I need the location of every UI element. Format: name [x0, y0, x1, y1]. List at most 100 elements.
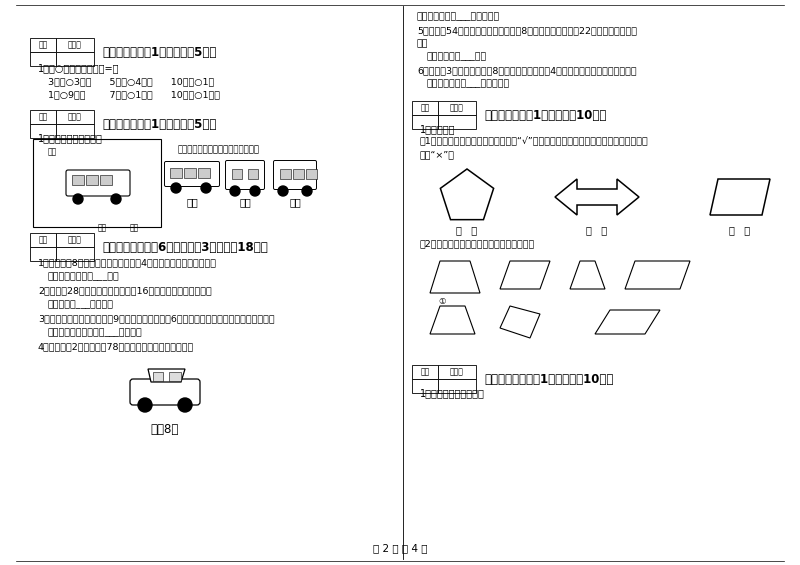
Polygon shape	[148, 369, 185, 382]
Text: 十、综合题（共1大题，共舉10分）: 十、综合题（共1大题，共舉10分）	[484, 109, 606, 122]
Text: 得分: 得分	[420, 103, 430, 112]
Text: 4、希望小学2年级有学生78人，至少需要租几辆面包车？: 4、希望小学2年级有学生78人，至少需要租几辆面包车？	[38, 342, 194, 351]
Text: 六、比一比（共1大题，共芈5分）: 六、比一比（共1大题，共芈5分）	[102, 46, 216, 59]
Text: （2）把此图形平移后得到的图形涂上颜色。: （2）把此图形平移后得到的图形涂上颜色。	[420, 239, 535, 248]
Bar	[30, 124, 56, 138]
Text: 小明: 小明	[289, 197, 301, 207]
Text: 答：至少需要租___辆面包车。: 答：至少需要租___辆面包车。	[417, 12, 500, 21]
Text: 答：爸爸比小明大___岁。: 答：爸爸比小明大___岁。	[48, 272, 120, 281]
Bar	[153, 372, 163, 381]
Circle shape	[111, 194, 121, 204]
Bar	[30, 38, 56, 52]
Bar	[438, 379, 476, 393]
Bar	[438, 365, 476, 379]
Bar	[30, 247, 56, 261]
Text: 1、小明今年8岁，爸爸的年龄是小明的4倍，爸爸比小明大多少岁？: 1、小明今年8岁，爸爸的年龄是小明的4倍，爸爸比小明大多少岁？	[38, 258, 217, 267]
Text: 评卷人: 评卷人	[450, 103, 464, 112]
Text: 1米○9分米        7毫米○1分米      10厘米○1分米: 1米○9分米 7毫米○1分米 10厘米○1分米	[48, 90, 220, 99]
Circle shape	[250, 186, 260, 196]
Bar	[412, 365, 438, 379]
Polygon shape	[440, 169, 494, 220]
Text: 七、连一连（共1大题，共芈5分）: 七、连一连（共1大题，共芈5分）	[102, 118, 216, 131]
Bar	[412, 115, 438, 129]
Bar	[33, 139, 161, 227]
Bar	[438, 101, 476, 115]
FancyBboxPatch shape	[66, 170, 130, 196]
Bar	[248, 169, 258, 179]
Circle shape	[302, 186, 312, 196]
Bar	[184, 168, 196, 178]
Text: 6、学校久3盒乓乓球，每盒8个，平均发给二年级4个班，每个班分得几个乓乓球？: 6、学校久3盒乓乓球，每盒8个，平均发给二年级4个班，每个班分得几个乓乓球？	[417, 66, 637, 75]
Bar	[56, 110, 94, 124]
Text: 小红: 小红	[186, 197, 198, 207]
Text: 评卷人: 评卷人	[68, 112, 82, 121]
Text: 答：我们全家一共摘了___个玉米。: 答：我们全家一共摘了___个玉米。	[48, 328, 142, 337]
Text: 小红: 小红	[48, 147, 58, 156]
Bar	[232, 169, 242, 179]
Bar	[280, 169, 291, 179]
Bar	[438, 115, 476, 129]
Circle shape	[171, 183, 181, 193]
FancyBboxPatch shape	[165, 162, 219, 186]
FancyBboxPatch shape	[130, 379, 200, 405]
Polygon shape	[595, 310, 660, 334]
Text: 请你连一连，下面分别是谁看到的？: 请你连一连，下面分别是谁看到的？	[178, 145, 260, 154]
Bar	[412, 379, 438, 393]
Text: 3、爸爸、婈婈和我分别摘了9个玉米，小弟弟摘了6个，问我们全家一共摘了多少个玉米？: 3、爸爸、婈婈和我分别摘了9个玉米，小弟弟摘了6个，问我们全家一共摘了多少个玉米…	[38, 314, 274, 323]
Polygon shape	[570, 261, 605, 289]
Text: 1、根据图片信息解题。: 1、根据图片信息解题。	[420, 388, 485, 398]
Text: 答：小青有___张照片。: 答：小青有___张照片。	[48, 300, 114, 309]
Text: 1、观察物体，连一连。: 1、观察物体，连一连。	[38, 133, 103, 143]
Text: 3厘米○3分米      5毫米○4厘米      10厘米○1米: 3厘米○3分米 5毫米○4厘米 10厘米○1米	[48, 77, 214, 86]
Text: 答：每个班分得___个乓乓球。: 答：每个班分得___个乓乓球。	[427, 79, 510, 88]
Bar	[30, 52, 56, 66]
Bar	[56, 52, 94, 66]
Bar	[30, 233, 56, 247]
Text: 得分: 得分	[38, 41, 48, 50]
Bar	[306, 169, 317, 179]
Bar	[169, 372, 181, 381]
Text: （   ）: （ ）	[457, 225, 478, 235]
Text: 评卷人: 评卷人	[68, 236, 82, 245]
Polygon shape	[625, 261, 690, 289]
Text: 得分: 得分	[38, 236, 48, 245]
Polygon shape	[430, 306, 475, 334]
Text: ①: ①	[438, 297, 446, 306]
Circle shape	[278, 186, 288, 196]
Circle shape	[138, 398, 152, 412]
FancyBboxPatch shape	[274, 160, 317, 189]
Circle shape	[73, 194, 83, 204]
Text: 答：现在剩下___个。: 答：现在剩下___个。	[427, 52, 487, 61]
Circle shape	[178, 398, 192, 412]
Text: 评卷人: 评卷人	[68, 41, 82, 50]
Text: 得分: 得分	[38, 112, 48, 121]
Text: 十一、附加题（共1大题，共舉10分）: 十一、附加题（共1大题，共舉10分）	[484, 373, 614, 386]
Bar	[100, 175, 112, 185]
FancyBboxPatch shape	[226, 160, 265, 189]
Text: 限表8人: 限表8人	[151, 423, 179, 436]
Text: 5、面包户54个面包，第一队小朋友了8个，第二队小朋友了22个，现在剩下多少: 5、面包户54个面包，第一队小朋友了8个，第二队小朋友了22个，现在剩下多少	[417, 26, 637, 35]
Text: 的画“×”。: 的画“×”。	[420, 150, 455, 159]
Bar	[56, 124, 94, 138]
Polygon shape	[430, 261, 480, 293]
Bar	[72, 175, 84, 185]
Bar	[412, 101, 438, 115]
Bar	[30, 110, 56, 124]
Polygon shape	[500, 306, 540, 338]
Bar	[56, 233, 94, 247]
Bar	[56, 38, 94, 52]
Polygon shape	[555, 179, 639, 215]
Circle shape	[201, 183, 211, 193]
Text: 第 2 页 共 4 页: 第 2 页 共 4 页	[373, 543, 427, 553]
Text: 小明: 小明	[130, 223, 139, 232]
Bar	[56, 247, 94, 261]
Polygon shape	[710, 179, 770, 215]
Bar	[293, 169, 304, 179]
Bar	[86, 175, 98, 185]
Text: 评卷人: 评卷人	[450, 367, 464, 376]
Circle shape	[230, 186, 240, 196]
Text: 1、在○里填上＞、＜或=。: 1、在○里填上＞、＜或=。	[38, 63, 119, 73]
Text: （   ）: （ ）	[730, 225, 750, 235]
Text: 小车: 小车	[239, 197, 251, 207]
Text: 1、画一画。: 1、画一画。	[420, 124, 455, 134]
